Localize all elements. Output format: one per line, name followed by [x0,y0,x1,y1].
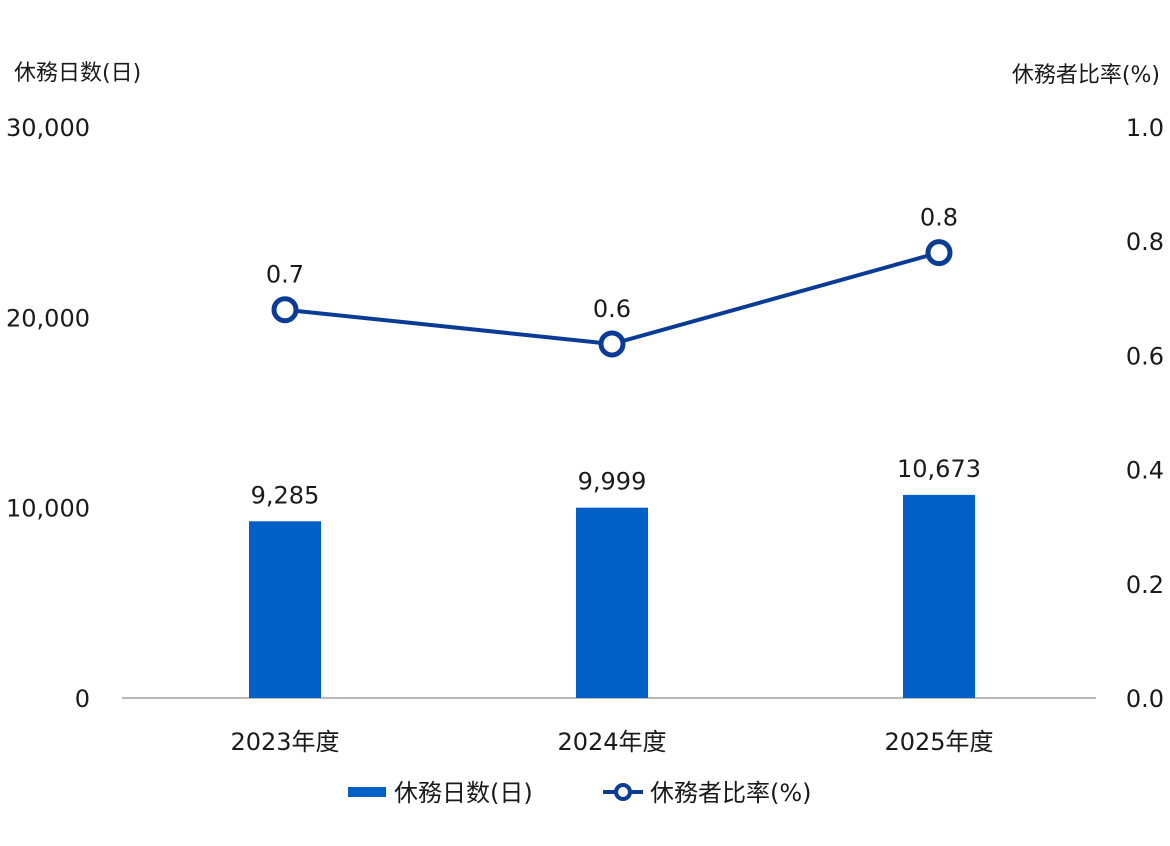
bar-data-label: 9,285 [251,481,320,509]
bar-data-label: 10,673 [897,455,981,483]
right-tick-label: 0.2 [1126,571,1164,599]
category-label: 2023年度 [230,728,339,756]
right-tick-label: 1.0 [1126,114,1164,142]
line-data-labels: 0.7 0.6 0.8 [266,204,958,323]
legend-line-marker [614,783,632,801]
left-tick-label: 10,000 [6,495,90,523]
legend-line-label: 休務者比率(%) [650,779,812,807]
category-label: 2024年度 [557,728,666,756]
right-axis-ticks: 1.0 0.8 0.6 0.4 0.2 0.0 [1126,114,1164,713]
right-tick-label: 0.6 [1126,342,1164,370]
legend-bar-swatch [348,787,386,797]
legend-bar-label: 休務日数(日) [394,779,533,807]
line-series [271,239,953,358]
right-tick-label: 0.4 [1126,457,1164,485]
left-tick-label: 30,000 [6,114,90,142]
category-labels: 2023年度 2024年度 2025年度 [230,728,993,756]
category-label: 2025年度 [884,728,993,756]
right-tick-label: 0.0 [1126,685,1164,713]
bar-data-label: 9,999 [578,468,647,496]
bar-data-labels: 9,285 9,999 10,673 [251,455,981,509]
line-data-label: 0.8 [920,204,958,232]
left-axis-title: 休務日数(日) [14,61,141,86]
bar [903,494,975,698]
line-point [598,330,626,358]
line-point [271,296,299,324]
left-axis-ticks: 30,000 20,000 10,000 0 [6,114,90,713]
bar [576,507,648,698]
left-tick-label: 20,000 [6,304,90,332]
legend: 休務日数(日) 休務者比率(%) [348,779,812,807]
bar-series [249,494,975,698]
line-data-label: 0.6 [593,295,631,323]
line-point [925,239,953,267]
line-data-label: 0.7 [266,261,304,289]
bar [249,521,321,698]
right-axis-title: 休務者比率(%) [1012,63,1160,88]
left-tick-label: 0 [75,685,90,713]
right-tick-label: 0.8 [1126,228,1164,256]
